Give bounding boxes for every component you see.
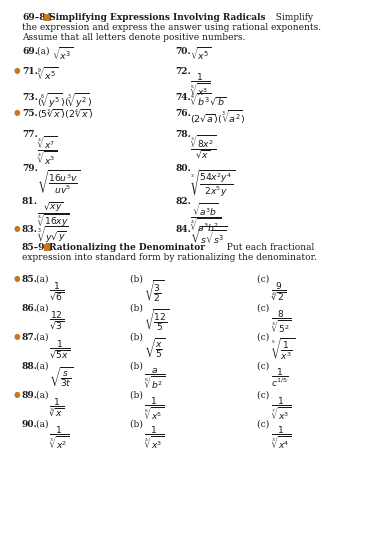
Text: (b): (b): [130, 362, 146, 371]
Text: (a): (a): [37, 47, 52, 56]
Text: 69.: 69.: [22, 47, 38, 56]
Text: 80.: 80.: [175, 164, 191, 173]
Text: $\dfrac{1}{\sqrt[6]{x^5}}$: $\dfrac{1}{\sqrt[6]{x^5}}$: [144, 396, 164, 423]
Text: $\sqrt[4]{b^3}\sqrt{b}$: $\sqrt[4]{b^3}\sqrt{b}$: [190, 92, 226, 108]
Text: $\dfrac{\sqrt{xy}}{\sqrt[4]{16xy}}$: $\dfrac{\sqrt{xy}}{\sqrt[4]{16xy}}$: [37, 201, 70, 230]
Text: (a): (a): [36, 391, 51, 400]
Text: expression into standard form by rationalizing the denominator.: expression into standard form by rationa…: [22, 253, 317, 262]
Text: $\dfrac{9}{\sqrt[4]{2}}$: $\dfrac{9}{\sqrt[4]{2}}$: [271, 280, 287, 301]
Text: 76.: 76.: [175, 109, 191, 118]
Text: 77.: 77.: [22, 130, 38, 139]
Text: $\dfrac{12}{\sqrt{3}}$: $\dfrac{12}{\sqrt{3}}$: [49, 309, 65, 330]
Text: 89.: 89.: [22, 391, 38, 400]
Text: Simplifying Expressions Involving Radicals: Simplifying Expressions Involving Radica…: [46, 13, 266, 22]
Text: (c): (c): [257, 275, 272, 284]
Text: $\sqrt[5]{\dfrac{1}{x^3}}$: $\sqrt[5]{\dfrac{1}{x^3}}$: [271, 337, 295, 363]
Text: ●: ●: [14, 391, 21, 399]
Text: (c): (c): [257, 304, 272, 313]
Text: $\dfrac{1}{\sqrt[5]{x^3}}$: $\dfrac{1}{\sqrt[5]{x^3}}$: [190, 72, 210, 100]
Text: 70.: 70.: [175, 47, 191, 56]
Text: Simplify: Simplify: [270, 13, 313, 22]
Text: (b): (b): [130, 420, 146, 429]
Text: $\dfrac{\sqrt[3]{8x^2}}{\sqrt{x}}$: $\dfrac{\sqrt[3]{8x^2}}{\sqrt{x}}$: [190, 134, 216, 161]
Text: (a): (a): [36, 304, 51, 313]
Text: $(5\sqrt[3]{x})(2\sqrt[4]{x})$: $(5\sqrt[3]{x})(2\sqrt[4]{x})$: [37, 108, 93, 122]
Text: (a): (a): [36, 420, 51, 429]
Text: ●: ●: [14, 275, 21, 283]
Text: (b): (b): [130, 333, 146, 342]
Text: (c): (c): [257, 420, 272, 429]
Text: (b): (b): [130, 304, 146, 313]
Text: 85.: 85.: [22, 275, 38, 284]
Text: ■: ■: [40, 243, 51, 252]
Text: (a): (a): [36, 333, 51, 342]
Text: $(\sqrt[6]{y^5})(\sqrt[3]{y^2})$: $(\sqrt[6]{y^5})(\sqrt[3]{y^2})$: [37, 92, 93, 111]
Text: 72.: 72.: [175, 67, 191, 76]
Text: $\dfrac{1}{\sqrt[3]{x^4}}$: $\dfrac{1}{\sqrt[3]{x^4}}$: [271, 425, 291, 452]
Text: (a): (a): [36, 275, 51, 284]
Text: $\sqrt{\dfrac{x}{5}}$: $\sqrt{\dfrac{x}{5}}$: [144, 337, 165, 361]
Text: 88.: 88.: [22, 362, 38, 371]
Text: $\sqrt{s\sqrt{s^3}}$: $\sqrt{s\sqrt{s^3}}$: [190, 224, 227, 245]
Text: $\dfrac{1}{\sqrt{5x}}$: $\dfrac{1}{\sqrt{5x}}$: [49, 338, 70, 359]
Text: $\dfrac{1}{\sqrt[3]{x^2}}$: $\dfrac{1}{\sqrt[3]{x^2}}$: [49, 425, 69, 452]
Text: 81.: 81.: [22, 197, 38, 206]
Text: $\sqrt[3]{y\sqrt{y}}$: $\sqrt[3]{y\sqrt{y}}$: [37, 224, 68, 244]
Text: ●: ●: [14, 109, 21, 117]
Text: 79.: 79.: [22, 164, 38, 173]
Text: $\sqrt{\dfrac{16u^3v}{uv^5}}$: $\sqrt{\dfrac{16u^3v}{uv^5}}$: [37, 168, 80, 195]
Text: $\sqrt{x^3}$: $\sqrt{x^3}$: [52, 46, 73, 63]
Text: $\dfrac{1}{\sqrt[7]{x^3}}$: $\dfrac{1}{\sqrt[7]{x^3}}$: [271, 396, 291, 423]
Text: $\sqrt[3]{\dfrac{54x^2y^4}{2x^5y}}$: $\sqrt[3]{\dfrac{54x^2y^4}{2x^5y}}$: [190, 168, 235, 198]
Text: ●: ●: [14, 67, 21, 75]
Text: $\dfrac{\sqrt{a^3b}}{\sqrt[4]{a^3b^2}}$: $\dfrac{\sqrt{a^3b}}{\sqrt[4]{a^3b^2}}$: [190, 201, 222, 234]
Text: 86.: 86.: [22, 304, 38, 313]
Text: $\dfrac{1}{\sqrt{6}}$: $\dfrac{1}{\sqrt{6}}$: [49, 280, 65, 301]
Text: ■: ■: [40, 13, 51, 22]
Text: $\sqrt[9]{x^5}$: $\sqrt[9]{x^5}$: [37, 66, 58, 83]
Text: 69–84: 69–84: [22, 13, 52, 22]
Text: $\dfrac{1}{\sqrt[4]{x^3}}$: $\dfrac{1}{\sqrt[4]{x^3}}$: [144, 425, 164, 452]
Text: $\sqrt{\dfrac{s}{3t}}$: $\sqrt{\dfrac{s}{3t}}$: [49, 366, 74, 390]
Text: $\dfrac{a}{\sqrt[6]{b^2}}$: $\dfrac{a}{\sqrt[6]{b^2}}$: [144, 367, 165, 392]
Text: 75.: 75.: [22, 109, 38, 118]
Text: 71.: 71.: [22, 67, 38, 76]
Text: 83.: 83.: [22, 225, 38, 234]
Text: 85–90: 85–90: [22, 243, 51, 252]
Text: (c): (c): [257, 333, 272, 342]
Text: (a): (a): [36, 362, 51, 371]
Text: $\dfrac{1}{c^{1/5}}$: $\dfrac{1}{c^{1/5}}$: [271, 367, 289, 389]
Text: $\sqrt{\dfrac{12}{5}}$: $\sqrt{\dfrac{12}{5}}$: [144, 308, 170, 333]
Text: 73.: 73.: [22, 93, 38, 102]
Text: Rationalizing the Denominator: Rationalizing the Denominator: [46, 243, 205, 252]
Text: 90.: 90.: [22, 420, 38, 429]
Text: Assume that all letters denote positive numbers.: Assume that all letters denote positive …: [22, 33, 245, 42]
Text: $\sqrt{\dfrac{3}{2}}$: $\sqrt{\dfrac{3}{2}}$: [144, 279, 164, 304]
Text: (c): (c): [257, 391, 272, 400]
Text: $\sqrt{x^5}$: $\sqrt{x^5}$: [190, 46, 211, 63]
Text: ●: ●: [14, 333, 21, 341]
Text: (c): (c): [257, 362, 272, 371]
Text: (b): (b): [130, 275, 146, 284]
Text: 84.: 84.: [175, 225, 191, 234]
Text: 78.: 78.: [175, 130, 191, 139]
Text: 74.: 74.: [175, 93, 191, 102]
Text: ●: ●: [14, 225, 21, 233]
Text: 82.: 82.: [175, 197, 191, 206]
Text: $\dfrac{\sqrt[4]{x^7}}{\sqrt[4]{x^3}}$: $\dfrac{\sqrt[4]{x^7}}{\sqrt[4]{x^3}}$: [37, 134, 57, 167]
Text: 87.: 87.: [22, 333, 38, 342]
Text: (b): (b): [130, 391, 146, 400]
Text: the expression and express the answer using rational exponents.: the expression and express the answer us…: [22, 23, 321, 32]
Text: $(2\sqrt{a})(\sqrt[3]{a^2})$: $(2\sqrt{a})(\sqrt[3]{a^2})$: [190, 108, 246, 126]
Text: $\dfrac{1}{\sqrt[3]{x}}$: $\dfrac{1}{\sqrt[3]{x}}$: [49, 396, 65, 418]
Text: Put each fractional: Put each fractional: [221, 243, 314, 252]
Text: $\dfrac{8}{\sqrt[3]{5^2}}$: $\dfrac{8}{\sqrt[3]{5^2}}$: [271, 309, 292, 337]
